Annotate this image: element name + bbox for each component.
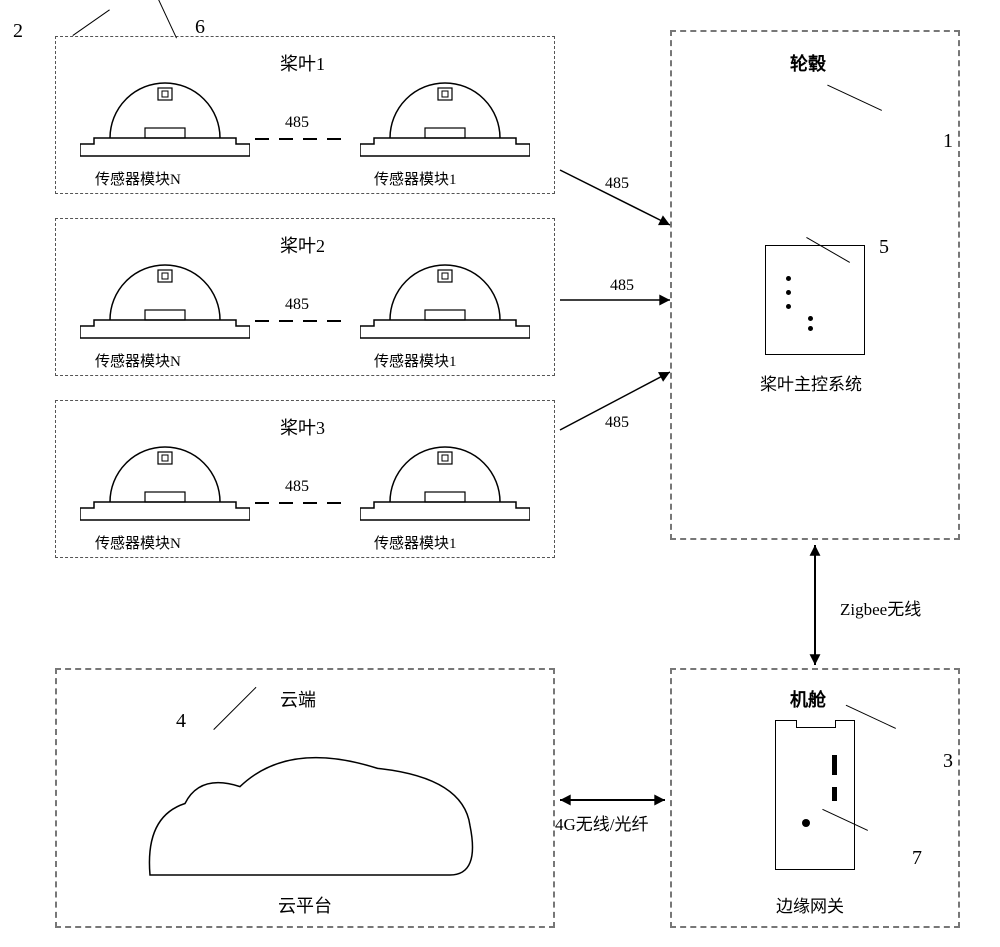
edge-gateway: [775, 720, 855, 870]
arrow-label-bh-2: 485: [605, 414, 629, 432]
zigbee-label: Zigbee无线: [840, 595, 921, 620]
arrow-label-bh-1: 485: [610, 277, 634, 295]
blade-main-controller: [765, 245, 865, 355]
4g-label: 4G无线/光纤: [555, 810, 649, 835]
cloud-icon: [140, 745, 490, 895]
arrow-label-bh-0: 485: [605, 175, 629, 193]
